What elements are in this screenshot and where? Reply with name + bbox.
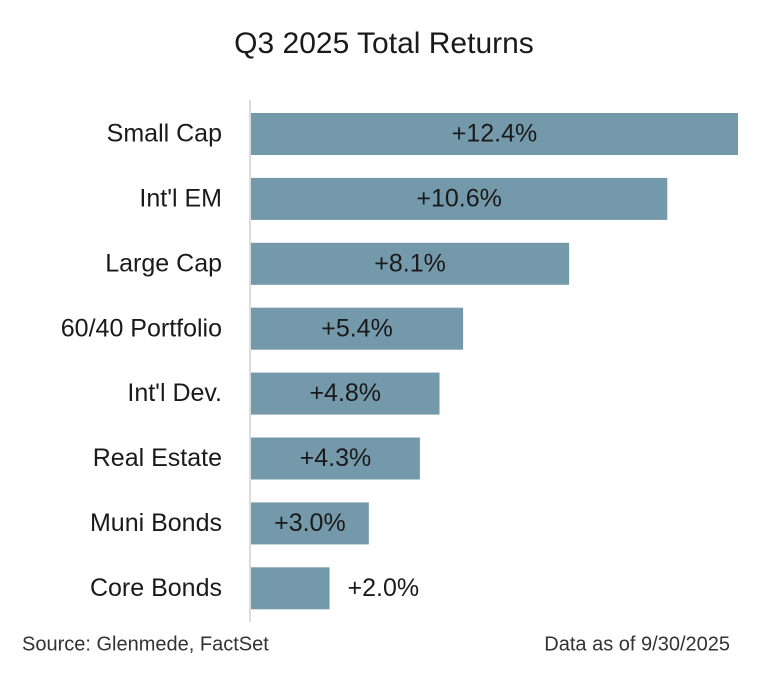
value-label: +10.6% [416, 185, 502, 213]
value-label: +3.0% [274, 509, 346, 537]
bar [251, 567, 330, 610]
category-label: Small Cap [107, 120, 222, 148]
bar [251, 372, 440, 415]
value-label: +8.1% [374, 249, 446, 277]
bar [251, 177, 668, 220]
category-label: 60/40 Portfolio [61, 314, 222, 342]
value-label: +4.3% [300, 444, 372, 472]
category-label: Muni Bonds [90, 509, 222, 537]
category-label: Real Estate [93, 444, 222, 472]
value-label: +5.4% [321, 314, 393, 342]
category-label: Large Cap [105, 249, 222, 277]
bar [251, 242, 570, 285]
bar [251, 113, 738, 155]
chart-title: Q3 2025 Total Returns [234, 27, 534, 60]
category-label: Int'l EM [139, 185, 222, 213]
category-label: Core Bonds [90, 574, 222, 602]
category-label: Int'l Dev. [127, 379, 222, 407]
value-label: +4.8% [309, 379, 381, 407]
source-note: Source: Glenmede, FactSet [22, 633, 269, 655]
value-label: +12.4% [452, 120, 538, 148]
value-label: +2.0% [348, 574, 420, 602]
bar [251, 437, 420, 480]
bar [251, 307, 464, 350]
date-note: Data as of 9/30/2025 [544, 633, 730, 655]
bar [251, 502, 369, 545]
